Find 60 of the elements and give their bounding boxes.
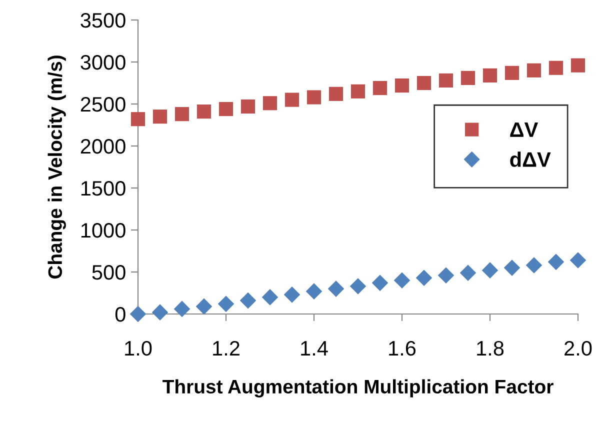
x-tick-label: 1.2 [213, 340, 240, 356]
legend-label: dΔV [510, 152, 551, 167]
point [350, 278, 366, 294]
y-tick-label: 2500 [80, 97, 126, 112]
point [306, 90, 322, 104]
point [196, 298, 212, 315]
point [284, 286, 300, 303]
x-tick-label: 1.8 [477, 340, 504, 356]
point [152, 110, 168, 124]
y-tick-label: 3000 [80, 55, 126, 70]
point [130, 112, 146, 126]
point [482, 68, 498, 82]
point [526, 257, 542, 274]
y-tick-label: 500 [92, 265, 126, 280]
point [394, 78, 410, 93]
y-tick-label: 0 [115, 307, 126, 322]
point [328, 280, 344, 297]
y-tick-label: 3500 [80, 13, 126, 28]
point [438, 73, 454, 88]
point [218, 296, 234, 312]
point [460, 70, 476, 86]
point [218, 102, 234, 116]
point [504, 260, 520, 276]
point [196, 104, 212, 119]
x-tick-label: 1.0 [125, 340, 152, 356]
point [570, 58, 586, 72]
point [570, 252, 586, 268]
x-tick-label: 2.0 [564, 340, 592, 356]
point [482, 262, 498, 278]
point [504, 66, 520, 80]
point [548, 254, 564, 270]
point [130, 306, 146, 322]
point [152, 304, 168, 320]
point [372, 274, 388, 292]
point [526, 63, 542, 78]
point [262, 289, 278, 306]
x-axis-title: Thrust Augmentation Multiplication Factor [162, 379, 554, 398]
point [262, 96, 278, 110]
point [284, 92, 300, 107]
point [372, 80, 388, 96]
point [460, 264, 476, 281]
x-tick-label: 1.6 [389, 340, 416, 356]
x-tick-label: 1.4 [301, 341, 328, 356]
point [328, 86, 344, 101]
point [350, 84, 366, 98]
point [240, 292, 256, 309]
point [438, 267, 454, 284]
point [394, 272, 410, 289]
y-tick-label: 1500 [81, 181, 126, 196]
y-tick-label: 2000 [80, 139, 126, 154]
legend-label: ΔV [510, 122, 538, 137]
y-axis-title: Change in Velocity (m/s) [48, 56, 66, 279]
point [416, 270, 432, 286]
point [174, 300, 190, 318]
point [174, 107, 190, 122]
point [548, 60, 564, 75]
point [416, 76, 432, 90]
point [306, 283, 322, 300]
point [240, 99, 256, 114]
y-tick-label: 1000 [81, 223, 126, 238]
